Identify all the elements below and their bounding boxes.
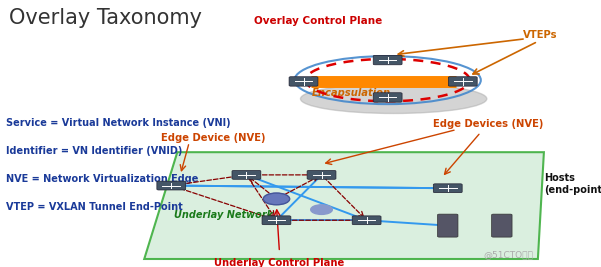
Circle shape: [311, 205, 332, 214]
Text: Identifier = VN Identifier (VNID): Identifier = VN Identifier (VNID): [6, 146, 182, 156]
Text: Edge Device (NVE): Edge Device (NVE): [161, 132, 266, 143]
Text: VTEP = VXLAN Tunnel End-Point: VTEP = VXLAN Tunnel End-Point: [6, 202, 183, 212]
FancyBboxPatch shape: [352, 216, 381, 225]
Text: Edge Devices (NVE): Edge Devices (NVE): [433, 119, 543, 129]
Text: Underlay Control Plane: Underlay Control Plane: [215, 258, 344, 267]
Text: Overlay Taxonomy: Overlay Taxonomy: [9, 8, 202, 28]
Circle shape: [263, 193, 290, 205]
FancyBboxPatch shape: [373, 55, 402, 65]
Polygon shape: [144, 152, 544, 259]
FancyBboxPatch shape: [492, 214, 512, 237]
Text: NVE = Network Virtualization Edge: NVE = Network Virtualization Edge: [6, 174, 198, 184]
FancyBboxPatch shape: [157, 181, 186, 190]
FancyBboxPatch shape: [448, 77, 477, 86]
Text: Underlay Network: Underlay Network: [174, 210, 273, 220]
FancyBboxPatch shape: [307, 171, 336, 179]
FancyBboxPatch shape: [438, 214, 458, 237]
Text: VTEPs: VTEPs: [523, 30, 557, 40]
Text: Encapsulation: Encapsulation: [312, 88, 391, 99]
Text: Service = Virtual Network Instance (VNI): Service = Virtual Network Instance (VNI): [6, 118, 231, 128]
FancyBboxPatch shape: [232, 171, 261, 179]
FancyBboxPatch shape: [262, 216, 291, 225]
Text: Hosts
(end-points): Hosts (end-points): [545, 174, 601, 195]
Ellipse shape: [300, 84, 487, 113]
FancyBboxPatch shape: [433, 184, 462, 193]
FancyBboxPatch shape: [289, 77, 318, 86]
Text: @51CTO博客: @51CTO博客: [484, 250, 534, 259]
Text: Overlay Control Plane: Overlay Control Plane: [254, 16, 383, 26]
FancyBboxPatch shape: [373, 93, 402, 102]
